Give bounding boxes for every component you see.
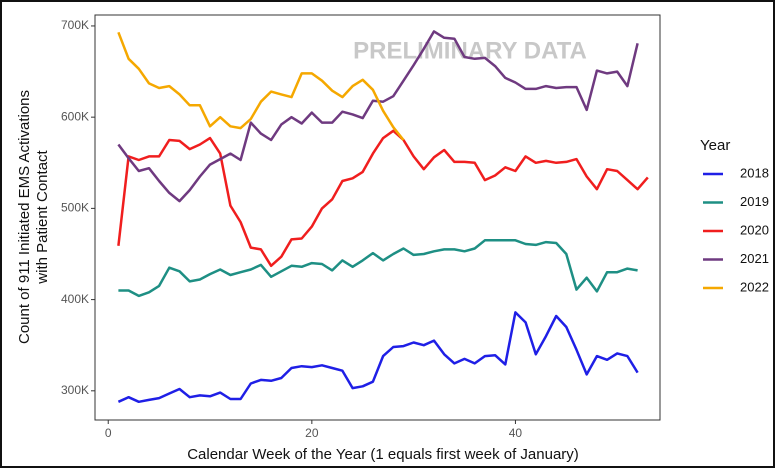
series-line xyxy=(117,31,405,141)
x-tick-label: 40 xyxy=(509,426,523,440)
x-tick-label: 0 xyxy=(105,426,112,440)
annotation: PRELIMINARY DATA xyxy=(353,37,587,64)
legend-label: 2022 xyxy=(740,279,769,294)
y-tick-label: 500K xyxy=(61,201,89,215)
legend-label: 2019 xyxy=(740,194,769,209)
series-line xyxy=(117,129,649,268)
series-line xyxy=(117,311,639,404)
legend-label: 2020 xyxy=(740,222,769,237)
x-tick-label: 20 xyxy=(305,426,319,440)
plot-panel xyxy=(94,14,661,421)
series-line xyxy=(118,239,638,298)
legend-title: Year xyxy=(700,137,730,154)
x-axis-title: Calendar Week of the Year (1 equals firs… xyxy=(187,446,579,463)
legend-label: 2018 xyxy=(740,165,769,180)
legend-label: 2021 xyxy=(740,251,769,266)
y-axis-title: with Patient Contact xyxy=(34,149,51,284)
y-tick-label: 400K xyxy=(61,292,89,306)
y-tick-label: 700K xyxy=(61,18,89,32)
y-tick-label: 300K xyxy=(61,383,89,397)
y-axis-title: Count of 911 Initiated EMS Activations xyxy=(16,90,33,344)
y-tick-label: 600K xyxy=(61,109,89,123)
